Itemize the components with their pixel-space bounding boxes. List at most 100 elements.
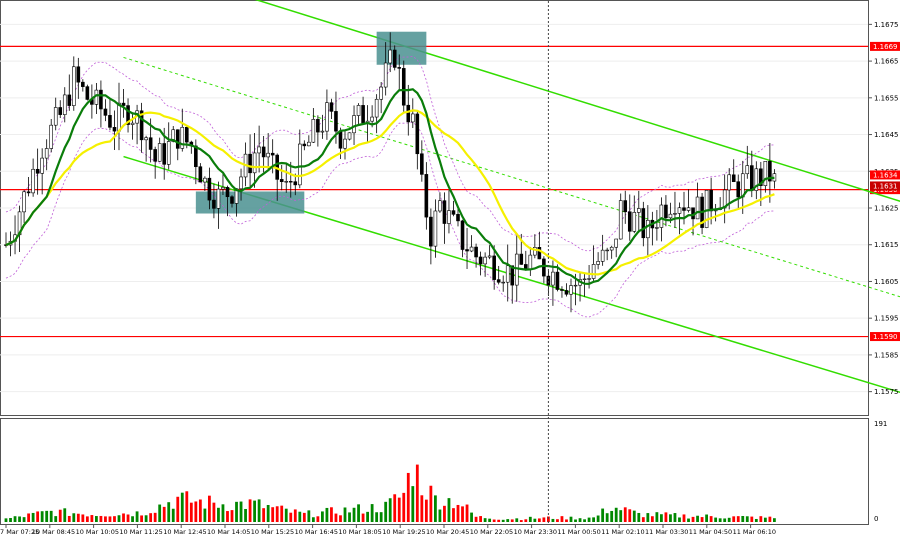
candle-body — [456, 214, 460, 222]
candle-body — [266, 152, 270, 158]
candle-body — [121, 102, 126, 106]
time-tick-label: 11 Mar 02:10 — [601, 528, 644, 536]
volume-bar — [76, 513, 80, 522]
volume-bar — [99, 515, 103, 522]
price-tick-label: 1.1625 — [874, 205, 899, 213]
volume-bar — [248, 499, 252, 522]
volume-bar — [565, 519, 568, 522]
volume-bar — [40, 511, 44, 522]
candle-body — [695, 196, 700, 220]
volume-bar — [81, 514, 85, 522]
volume-bar — [212, 502, 216, 522]
volume-bar — [122, 513, 125, 522]
volume-bar — [185, 491, 189, 522]
volume-panel: 191 0 — [0, 418, 887, 525]
candle-body — [727, 174, 732, 191]
candle-body — [157, 143, 162, 162]
candle-body — [329, 102, 334, 112]
volume-bar — [31, 512, 35, 522]
volume-bar — [655, 512, 659, 522]
candle-body — [763, 160, 768, 186]
candle-body — [153, 149, 157, 162]
volume-bar — [637, 512, 641, 522]
candle-body — [600, 249, 605, 262]
candle-body — [573, 284, 578, 287]
candle-body — [175, 129, 180, 149]
time-tick-label: 10 Mar 12:45 — [163, 528, 206, 536]
volume-bar — [650, 516, 654, 522]
candle-body — [460, 220, 465, 250]
candle-body — [510, 265, 515, 286]
candle-body — [44, 148, 49, 159]
volume-bar — [352, 507, 356, 522]
volume-bar — [687, 518, 690, 522]
volume-bar — [266, 505, 270, 522]
volume-bar — [271, 507, 275, 522]
volume-bar — [438, 509, 442, 522]
candle-body — [311, 119, 316, 143]
channel-midline — [123, 56, 900, 298]
volume-bar — [569, 516, 573, 522]
candle-body — [646, 219, 650, 239]
volume-bar — [239, 501, 243, 522]
volume-bar — [533, 518, 537, 522]
candle-body — [40, 157, 44, 174]
candle-body — [587, 278, 591, 280]
time-tick-label: 10 Mar 18:05 — [338, 528, 381, 536]
candle-body — [420, 153, 424, 175]
candle-body — [591, 264, 596, 279]
candle-body — [759, 168, 763, 186]
time-tick-label: 10 Mar 08:45 — [32, 528, 75, 536]
volume-bar — [63, 508, 67, 522]
candle-body — [325, 102, 329, 132]
volume-bar — [203, 508, 207, 522]
candle-body — [302, 143, 307, 147]
candle-body — [103, 108, 108, 116]
candle-body — [361, 105, 365, 124]
level-label: 1.1590 — [873, 333, 898, 341]
volume-bar — [293, 509, 297, 522]
volume-bar — [316, 516, 320, 522]
volume-bar — [736, 516, 740, 522]
volume-bar — [605, 513, 609, 522]
volume-bar — [483, 518, 487, 522]
candle-body — [338, 130, 343, 149]
candle-body — [257, 146, 261, 154]
candle-body — [533, 247, 537, 256]
volume-bar — [194, 501, 198, 522]
candle-body — [392, 49, 397, 68]
level-label: 1.1669 — [873, 43, 898, 51]
volume-bar — [149, 513, 153, 522]
time-tick-label: 10 Mar 20:45 — [426, 528, 469, 536]
volume-bar — [95, 516, 98, 522]
candle-body — [429, 216, 433, 247]
candle-body — [519, 253, 524, 265]
candle-body — [207, 177, 212, 201]
candle-body — [542, 258, 546, 277]
channel-line — [254, 0, 900, 202]
candle-body — [677, 207, 682, 214]
time-tick-label: 11 Mar 00:50 — [557, 528, 600, 536]
volume-bar — [45, 510, 49, 522]
candle-body — [356, 105, 361, 116]
candle-body — [673, 213, 677, 215]
candle-body — [279, 179, 284, 182]
candle-body — [537, 247, 542, 260]
candle-body — [487, 255, 492, 258]
candle-body — [76, 66, 81, 83]
candle-body — [99, 89, 103, 110]
volume-bar — [176, 496, 180, 522]
candle-body — [664, 204, 668, 219]
current-price-label: 1.1631 — [873, 182, 898, 190]
candle-body — [261, 146, 266, 158]
volume-bar — [348, 512, 351, 522]
volume-bar — [144, 515, 148, 522]
volume-bar — [171, 508, 175, 522]
candle-body — [659, 204, 664, 228]
volume-bar — [49, 510, 53, 522]
volume-bar — [67, 515, 71, 522]
volume-bar — [397, 497, 401, 522]
volume-bar — [556, 519, 559, 522]
candle-body — [270, 152, 275, 156]
volume-bar — [551, 518, 555, 522]
